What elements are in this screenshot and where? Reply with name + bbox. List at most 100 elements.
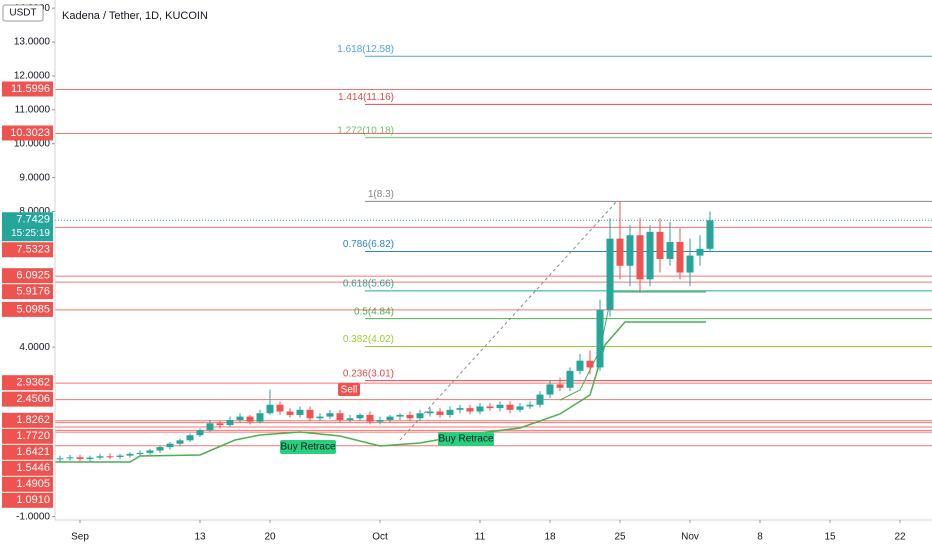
- price-badge: [2, 301, 53, 317]
- candle-body: [206, 423, 214, 431]
- buy-badge: [438, 432, 494, 446]
- candle-body: [526, 404, 534, 407]
- price-badge: [2, 268, 53, 284]
- candle-body: [416, 413, 424, 419]
- candle-body: [66, 457, 74, 459]
- fib-label: 0.382(4.02): [343, 334, 394, 345]
- x-tick-label: Oct: [372, 532, 388, 543]
- fib-label: 1.272(10.18): [337, 125, 394, 136]
- price-label: 2.4506: [16, 393, 50, 405]
- fib-label: 0.786(6.82): [343, 239, 394, 250]
- candle-body: [496, 404, 504, 409]
- candle-body: [216, 423, 224, 426]
- candle-body: [246, 416, 254, 422]
- price-label: 1.8262: [16, 414, 50, 426]
- price-label: 7.5323: [16, 244, 50, 256]
- candle-body: [236, 416, 244, 420]
- candle-body: [356, 414, 364, 419]
- candle-body: [126, 453, 134, 456]
- price-badge: [2, 492, 53, 508]
- candle-body: [656, 231, 664, 259]
- y-tick-label: 12.0000: [14, 71, 51, 82]
- candle-body: [176, 440, 184, 444]
- price-badge: [2, 460, 53, 476]
- fib-label: 1(8.3): [368, 189, 394, 200]
- candle-body: [116, 455, 124, 457]
- candle-body: [606, 238, 614, 310]
- candle-body: [626, 235, 634, 266]
- x-tick-label: 8: [757, 532, 763, 543]
- candle-body: [666, 242, 674, 259]
- candle-body: [96, 456, 104, 458]
- candle-body: [286, 411, 294, 415]
- candle-body: [486, 406, 494, 409]
- candle-body: [406, 414, 414, 419]
- candle-body: [156, 447, 164, 451]
- candle-body: [196, 430, 204, 436]
- candle-body: [306, 409, 314, 419]
- candle-body: [476, 406, 484, 412]
- currency-box: [2, 4, 44, 22]
- price-badge: [2, 125, 53, 141]
- candle-body: [546, 384, 554, 395]
- y-tick-label: 4.0000: [19, 342, 50, 353]
- price-label: 1.5446: [16, 462, 50, 474]
- y-tick-label: 10.0000: [14, 138, 51, 149]
- price-badge: [2, 444, 53, 460]
- candle-body: [616, 238, 624, 266]
- y-tick-label: 13.0000: [14, 37, 51, 48]
- price-label: 5.9176: [16, 286, 50, 298]
- price-badge: [2, 428, 53, 444]
- candle-body: [516, 406, 524, 410]
- sell-label: Sell: [341, 385, 358, 396]
- buy-label: Buy Retrace: [438, 434, 493, 445]
- x-tick-label: 15: [824, 532, 836, 543]
- candle-body: [426, 411, 434, 414]
- candle-body: [336, 413, 344, 420]
- price-label: 10.3023: [10, 127, 50, 139]
- fib-label: 1.414(11.16): [338, 92, 394, 103]
- candle-body: [146, 450, 154, 453]
- candle-body: [76, 457, 84, 459]
- candle-body: [366, 414, 374, 422]
- buy-badge: [280, 440, 336, 454]
- candles: [56, 201, 714, 462]
- candle-body: [346, 418, 354, 420]
- candle-body: [566, 370, 574, 388]
- y-tick-label: 11.0000: [15, 104, 51, 115]
- candle-body: [596, 309, 604, 368]
- sell-badge: [338, 383, 360, 396]
- price-label: 1.6421: [16, 446, 50, 458]
- candle-body: [586, 360, 594, 368]
- candle-body: [676, 242, 684, 273]
- candle-body: [646, 231, 654, 280]
- price-badge: [2, 391, 53, 407]
- candle-body: [186, 435, 194, 441]
- price-badge: [2, 284, 53, 300]
- candle-body: [506, 404, 514, 410]
- candle-body: [536, 394, 544, 405]
- candle-body: [456, 408, 464, 410]
- fib-anchor: [399, 199, 619, 441]
- candle-body: [686, 255, 694, 273]
- x-tick-label: 22: [894, 532, 906, 543]
- y-tick-label: 9.0000: [19, 172, 50, 183]
- price-label: 2.9362: [16, 377, 50, 389]
- candle-body: [266, 404, 274, 414]
- price-label: 11.5996: [11, 83, 50, 95]
- candle-body: [86, 457, 94, 459]
- fib-label: 1.618(12.58): [337, 44, 394, 55]
- price-badge: [2, 81, 53, 97]
- price-label: 1.7720: [16, 430, 50, 442]
- last-price-badge: [2, 212, 53, 242]
- x-tick-label: 13: [194, 532, 206, 543]
- currency: USDT: [9, 8, 36, 19]
- buy-label: Buy Retrace: [280, 442, 335, 453]
- candle-body: [106, 456, 114, 458]
- candle-body: [466, 408, 474, 412]
- candle-body: [256, 413, 264, 422]
- fib-label: 0.236(3.01): [343, 368, 394, 379]
- candle-body: [276, 404, 284, 412]
- last-price-label: 7.7429: [16, 214, 50, 226]
